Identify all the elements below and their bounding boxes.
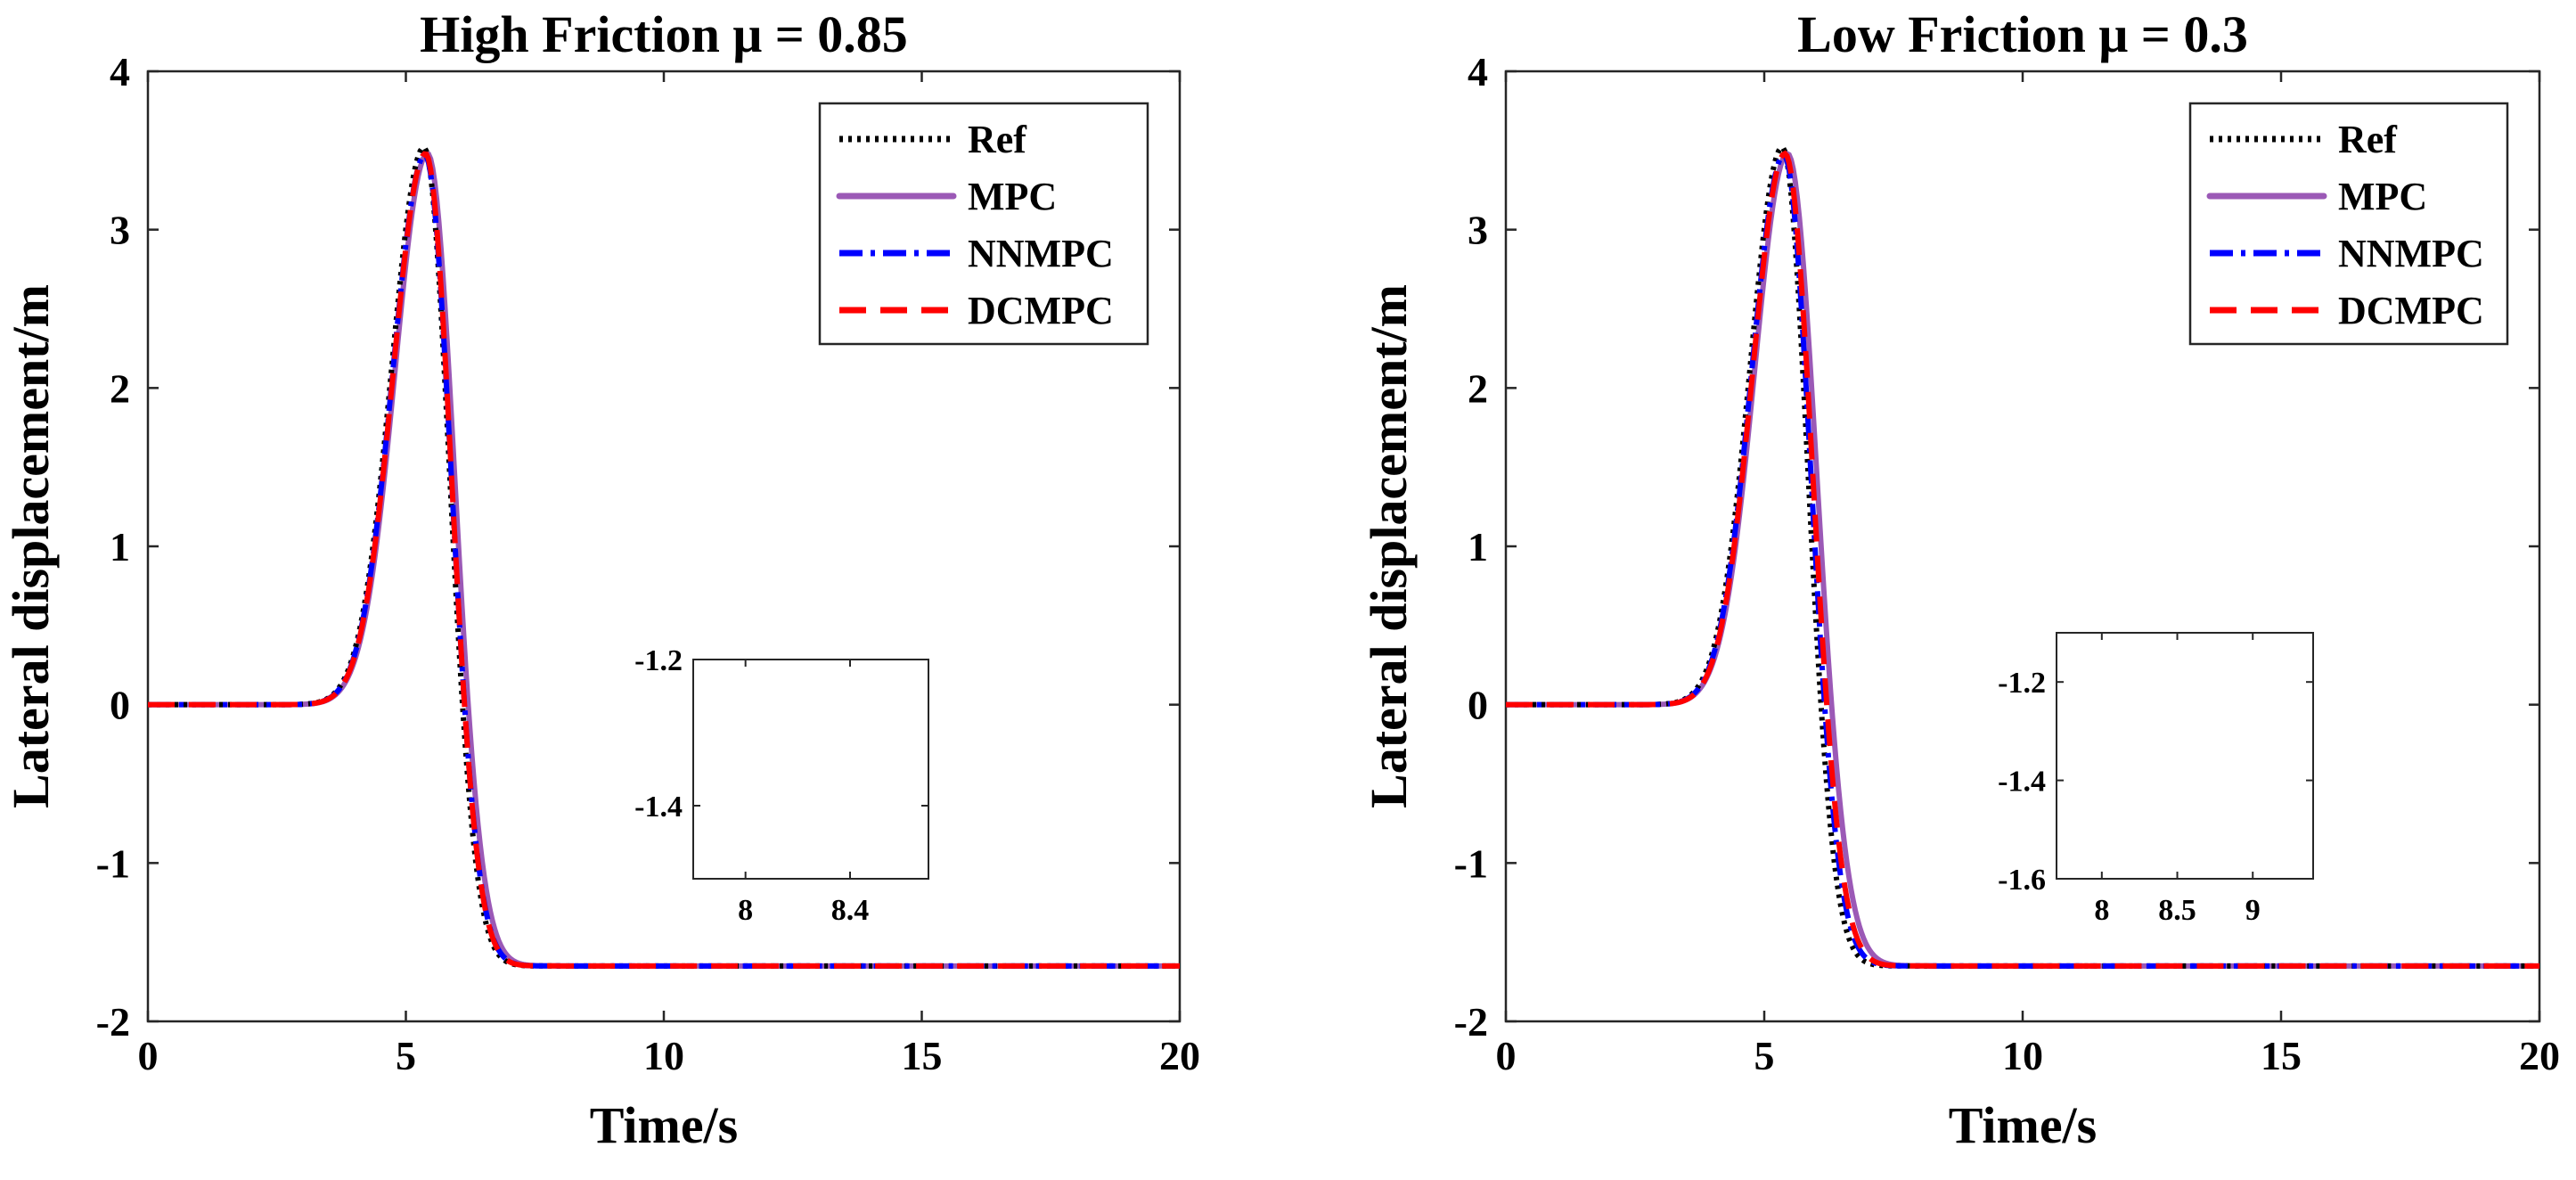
x-tick-label: 0 xyxy=(138,1033,159,1078)
x-tick-label: 15 xyxy=(902,1033,943,1078)
x-tick-label: 10 xyxy=(643,1033,684,1078)
inset-x-tick-label: 8 xyxy=(738,894,753,927)
chart-title: Low Friction μ = 0.3 xyxy=(1797,5,2248,63)
legend: Ref MPC NNMPC DCMPC xyxy=(818,102,1149,346)
inset-y-tick-label: -1.2 xyxy=(634,644,683,677)
x-tick-label: 5 xyxy=(1754,1033,1775,1078)
x-tick-label: 10 xyxy=(2002,1033,2043,1078)
inset-x-tick-label: 8 xyxy=(2094,894,2109,927)
y-tick-label: -1 xyxy=(1454,840,1488,886)
y-tick-label: 1 xyxy=(110,524,130,570)
series-group xyxy=(148,144,1180,969)
x-tick-label: 20 xyxy=(1159,1033,1200,1078)
y-axis-label: Lateral displacement/m xyxy=(1360,284,1418,808)
legend-box xyxy=(818,102,1149,346)
y-tick-label: -2 xyxy=(1454,999,1488,1045)
y-axis-label: Lateral displacement/m xyxy=(2,284,60,808)
y-tick-label: 2 xyxy=(110,365,130,411)
x-tick-label: 5 xyxy=(396,1033,416,1078)
inset-x-tick-label: 9 xyxy=(2245,894,2261,927)
y-tick-label: 4 xyxy=(1468,49,1488,94)
legend-label-dcmpc: DCMPC xyxy=(968,289,1114,332)
y-tick-label: 3 xyxy=(1468,208,1488,253)
x-tick-label: 15 xyxy=(2261,1033,2302,1078)
inset-zoom: 8 8.5 9 -1.2 -1.4 -1.6 xyxy=(1998,632,2314,927)
y-tick-label: 2 xyxy=(1468,365,1488,411)
series-group xyxy=(1506,144,2539,969)
x-axis-label: Time/s xyxy=(590,1096,739,1154)
y-tick-label: 0 xyxy=(1468,683,1488,728)
y-tick-label: -2 xyxy=(96,999,130,1045)
x-axis-label: Time/s xyxy=(1949,1096,2098,1154)
chart-panel-0: 0 5 10 15 20 -2 -1 0 1 2 3 4 High Friction μ = 0.85 T… xyxy=(2,5,1200,1154)
chart-title: High Friction μ = 0.85 xyxy=(420,5,908,63)
inset-box xyxy=(692,659,929,880)
series-line-dcmpc xyxy=(148,151,1180,969)
inset-x-tick-label: 8.5 xyxy=(2158,894,2196,927)
y-tick-label: 3 xyxy=(110,208,130,253)
legend-label-ref: Ref xyxy=(2338,118,2398,161)
inset-x-tick-label: 8.4 xyxy=(831,894,870,927)
chart-panel-1: 0 5 10 15 20 -2 -1 0 1 2 3 4 Low Friction μ = 0.3 Tim… xyxy=(1360,5,2560,1154)
legend-label-nnmpc: NNMPC xyxy=(968,232,1114,275)
legend-label-mpc: MPC xyxy=(968,175,1057,218)
inset-box xyxy=(2056,632,2314,880)
series-line-dcmpc xyxy=(1506,150,2539,969)
legend-label-dcmpc: DCMPC xyxy=(2338,289,2484,332)
inset-y-tick-label: -1.6 xyxy=(1998,864,2046,897)
y-tick-label: 0 xyxy=(110,683,130,728)
y-tick-label: -1 xyxy=(96,840,130,886)
legend-label-nnmpc: NNMPC xyxy=(2338,232,2484,275)
legend-label-mpc: MPC xyxy=(2338,175,2427,218)
legend-label-ref: Ref xyxy=(968,118,1027,161)
y-tick-label: 4 xyxy=(110,49,130,94)
y-tick-label: 1 xyxy=(1468,524,1488,570)
inset-zoom: 8 8.4 -1.2 -1.4 xyxy=(634,644,929,927)
inset-y-tick-label: -1.4 xyxy=(1998,766,2046,799)
legend-box xyxy=(2188,102,2509,346)
x-tick-label: 0 xyxy=(1496,1033,1517,1078)
x-tick-label: 20 xyxy=(2519,1033,2560,1078)
inset-y-tick-label: -1.4 xyxy=(634,791,683,824)
legend: Ref MPC NNMPC DCMPC xyxy=(2188,102,2509,346)
inset-y-tick-label: -1.2 xyxy=(1998,667,2046,700)
